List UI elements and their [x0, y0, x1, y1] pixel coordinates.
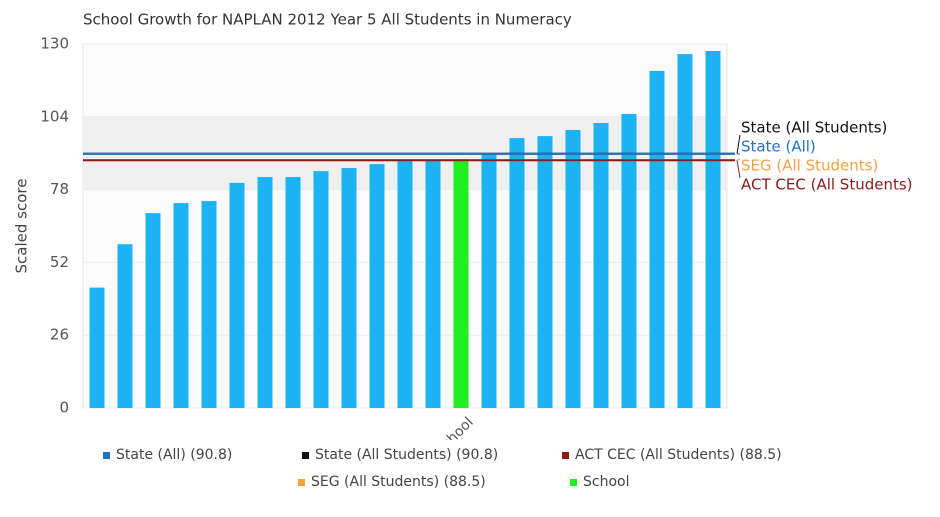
y-tick-label: 130: [40, 35, 69, 53]
y-tick-label: 0: [59, 399, 69, 417]
bar: [593, 122, 609, 409]
bar: [313, 171, 329, 408]
bar: [285, 177, 301, 408]
chart: School Growth for NAPLAN 2012 Year 5 All…: [13, 11, 913, 441]
legend-swatch: [302, 451, 309, 459]
bar: [173, 203, 189, 408]
chart-title: School Growth for NAPLAN 2012 Year 5 All…: [83, 11, 572, 29]
bar: [621, 114, 637, 408]
bar: [677, 54, 693, 409]
legend-label: ACT CEC (All Students) (88.5): [575, 447, 782, 463]
bar: [257, 177, 273, 408]
legend-item: ACT CEC (All Students) (88.5): [562, 447, 782, 463]
bar: [341, 168, 357, 408]
legend-item: State (All Students) (90.8): [302, 447, 498, 463]
reference-line-label: State (All): [741, 138, 816, 156]
legend-swatch: [562, 451, 569, 459]
legend-swatch: [570, 478, 577, 486]
bar: [201, 201, 217, 408]
bar: [453, 159, 469, 408]
y-tick-label: 26: [50, 326, 69, 344]
legend-label: SEG (All Students) (88.5): [311, 474, 486, 490]
y-tick-label: 78: [50, 180, 69, 198]
bar: [481, 153, 497, 408]
legend-label: School: [583, 474, 630, 490]
bar: [425, 159, 441, 408]
reference-line-label: SEG (All Students): [741, 157, 878, 175]
bar: [369, 164, 385, 408]
bar: [509, 138, 525, 408]
legend-item: State (All) (90.8): [103, 447, 232, 463]
x-tick-label: School: [432, 414, 476, 440]
y-axis-label: Scaled score: [13, 179, 31, 274]
legend-label: State (All) (90.8): [116, 447, 233, 463]
label-connector: [736, 134, 741, 154]
legend-item: SEG (All Students) (88.5): [298, 474, 486, 490]
bar: [565, 129, 581, 408]
bar: [537, 136, 553, 408]
bar: [397, 159, 413, 408]
bar: [705, 51, 721, 408]
bar: [145, 213, 161, 408]
reference-line-label: ACT CEC (All Students): [741, 176, 913, 194]
bar: [117, 244, 133, 408]
y-tick-label: 52: [50, 253, 69, 271]
reference-line-label: State (All Students): [741, 119, 887, 137]
legend-swatch: [298, 478, 305, 486]
label-connector: [736, 158, 741, 161]
legend-swatch: [103, 451, 110, 459]
y-tick-label: 104: [40, 107, 69, 125]
label-connector: [736, 160, 741, 179]
bar: [649, 70, 665, 408]
legend-item: School: [570, 474, 629, 490]
legend-label: State (All Students) (90.8): [315, 447, 499, 463]
bar: [89, 287, 105, 408]
bar: [229, 182, 245, 408]
